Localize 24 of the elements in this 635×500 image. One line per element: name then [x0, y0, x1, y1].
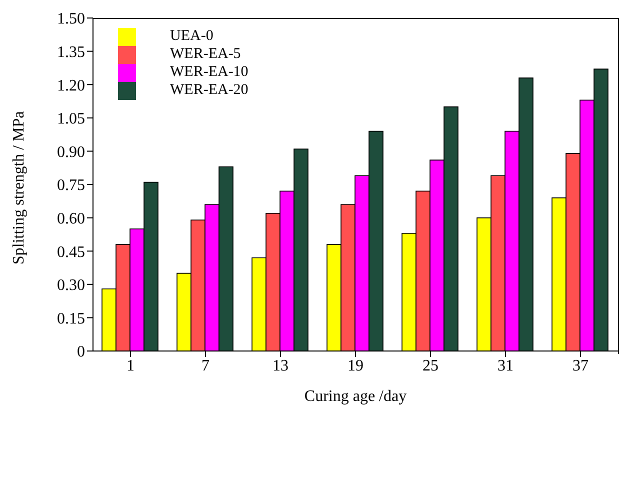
- x-tick-label: 1: [126, 357, 134, 374]
- y-axis-title: Splitting strength / MPa: [10, 111, 28, 264]
- y-tick-label: 0.60: [57, 210, 85, 228]
- y-tick-label: 1.20: [57, 77, 85, 94]
- y-tick-label: 1.50: [57, 10, 85, 28]
- legend-label: WER-EA-20: [170, 82, 248, 98]
- legend-label: WER-EA-10: [170, 64, 248, 80]
- x-tick-label: 7: [202, 357, 210, 374]
- legend-label: UEA-0: [170, 28, 214, 44]
- x-tick-label: 37: [572, 357, 588, 374]
- y-tick-label: 0: [77, 344, 85, 361]
- y-tick-label: 0.45: [57, 244, 85, 261]
- x-tick-label: 31: [498, 357, 514, 374]
- legend-label: WER-EA-5: [170, 46, 241, 62]
- y-tick-label: 0.90: [57, 144, 85, 161]
- y-tick-label: 0.30: [57, 277, 85, 294]
- y-tick-label: 0.15: [57, 310, 85, 328]
- x-tick-label: 19: [348, 357, 364, 374]
- x-tick-label: 25: [422, 357, 438, 374]
- y-tick-label: 1.35: [57, 44, 85, 61]
- y-tick-label: 1.05: [57, 110, 85, 128]
- x-tick-label: 13: [272, 357, 288, 374]
- x-axis-title: Curing age /day: [304, 388, 407, 405]
- y-tick-label: 0.75: [57, 177, 85, 194]
